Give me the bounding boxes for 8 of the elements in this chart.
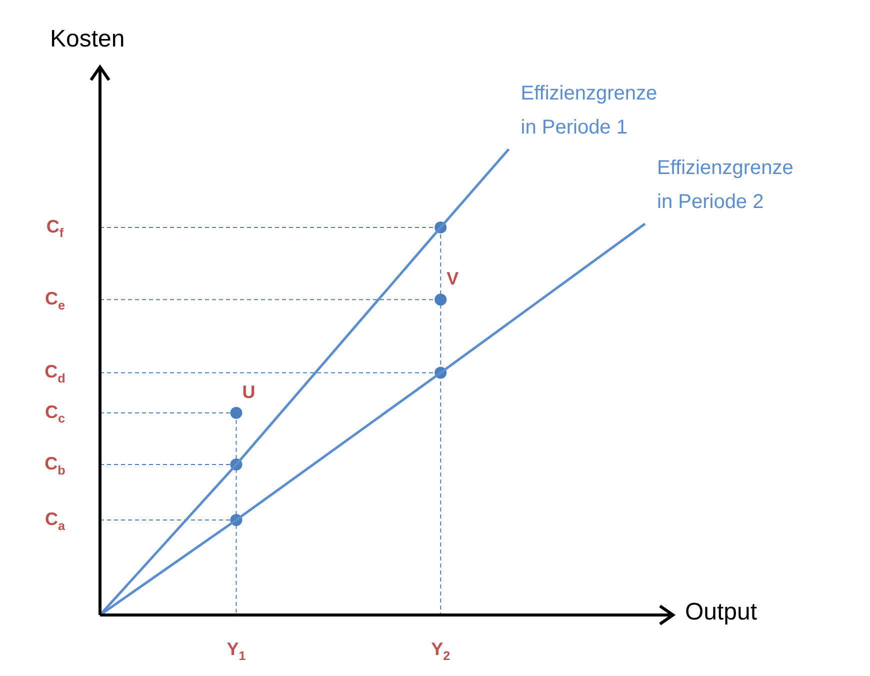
annotation: V (446, 268, 459, 289)
point (230, 406, 242, 419)
y-axis-title: Kosten (50, 26, 125, 53)
point (434, 294, 447, 306)
x-axis-title: Output (685, 598, 758, 626)
series-label: Effizienzgrenze in Periode 1 (520, 82, 658, 139)
series-label: Effizienzgrenze in Periode 2 (657, 157, 794, 214)
annotation: U (242, 382, 256, 402)
